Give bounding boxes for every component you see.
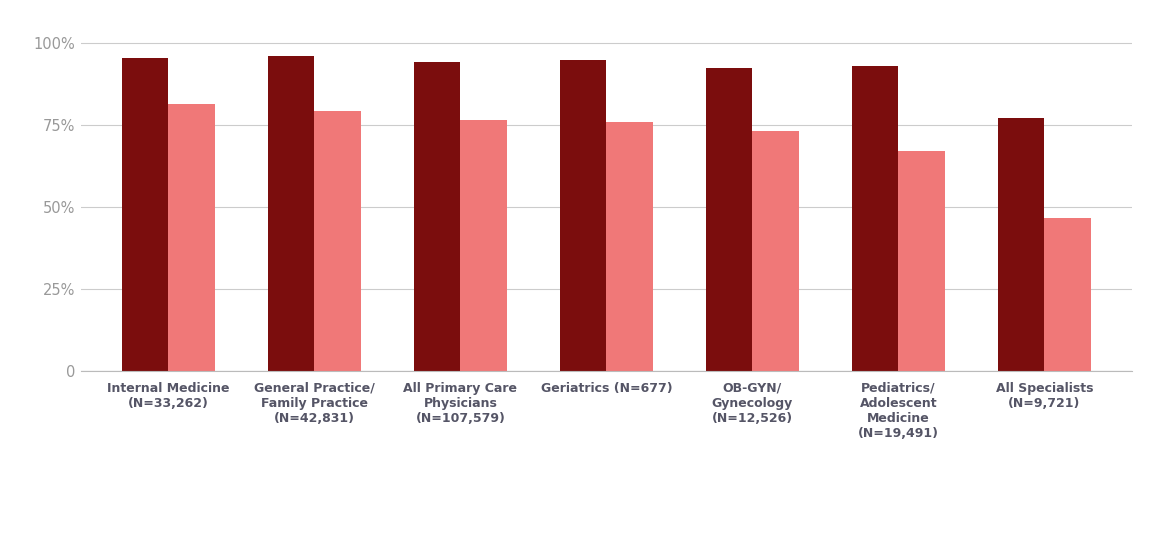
Bar: [706, 68, 752, 371]
Bar: [1044, 218, 1091, 371]
Bar: [461, 120, 507, 371]
Bar: [121, 58, 169, 371]
Bar: [268, 56, 314, 371]
Bar: [606, 122, 653, 371]
Bar: [851, 66, 899, 371]
Bar: [899, 151, 945, 371]
Bar: [314, 112, 362, 371]
Bar: [413, 62, 461, 371]
Bar: [752, 131, 799, 371]
Bar: [560, 59, 606, 371]
Bar: [169, 104, 215, 371]
Bar: [998, 118, 1044, 371]
